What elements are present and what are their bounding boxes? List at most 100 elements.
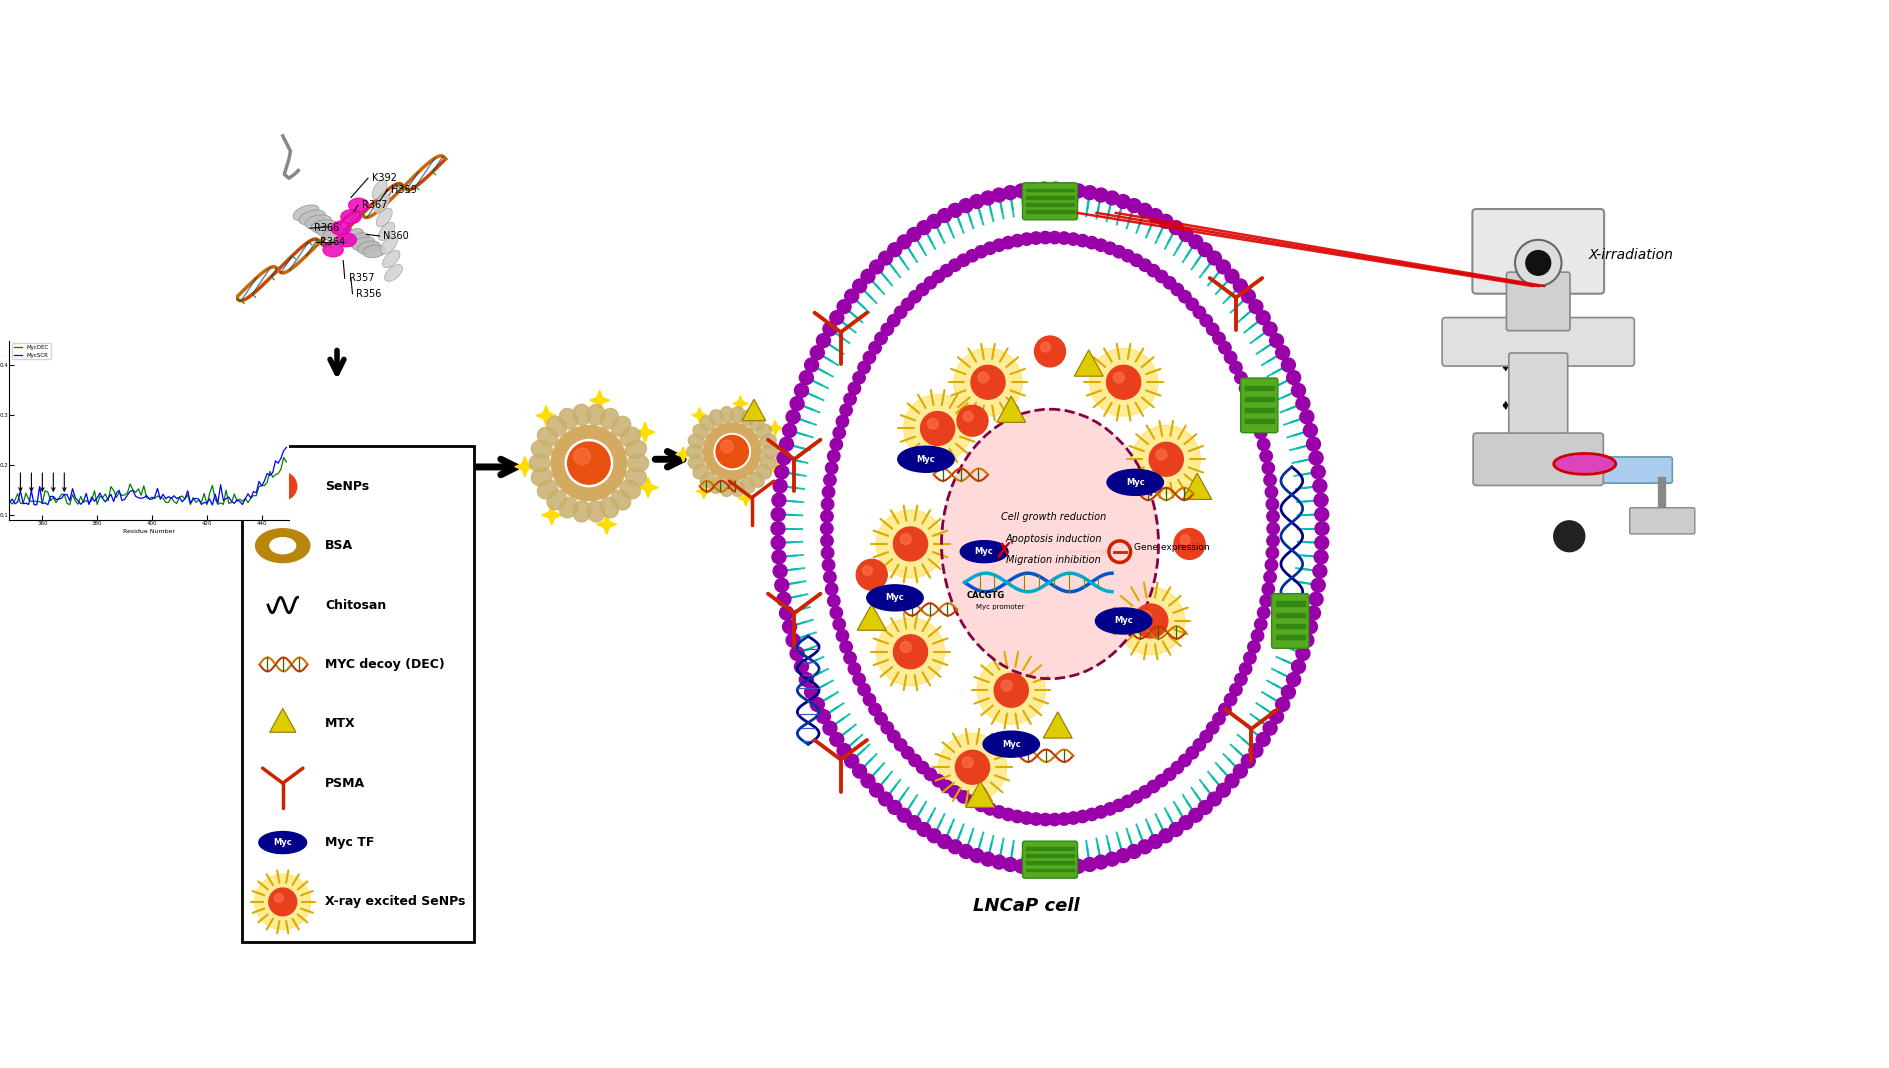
Circle shape [1020,812,1031,824]
Text: CACGTG: CACGTG [965,591,1005,600]
Circle shape [876,511,944,578]
Circle shape [782,619,795,633]
Bar [1275,613,1303,617]
Text: Gene expression: Gene expression [1133,544,1209,552]
Circle shape [786,410,799,424]
Circle shape [822,559,835,571]
Circle shape [863,693,875,706]
MycDEC [240,492,263,505]
Circle shape [1515,240,1560,286]
Circle shape [1311,578,1324,592]
Ellipse shape [587,501,604,522]
Circle shape [1269,709,1283,723]
Circle shape [980,191,994,205]
Circle shape [1179,227,1192,241]
Circle shape [880,324,893,335]
Circle shape [1256,311,1269,325]
Ellipse shape [701,415,714,430]
Circle shape [1060,183,1073,197]
Circle shape [1313,564,1326,578]
Circle shape [1254,618,1266,630]
Text: MTX: MTX [325,718,355,731]
Circle shape [969,849,984,863]
Polygon shape [742,399,765,421]
Text: PSMA: PSMA [325,776,365,789]
Circle shape [992,188,1005,202]
Circle shape [948,786,962,798]
Ellipse shape [731,481,744,497]
Circle shape [1116,849,1130,863]
Circle shape [1290,383,1305,397]
Polygon shape [996,396,1026,422]
Text: R364: R364 [319,237,346,247]
Circle shape [1139,786,1150,798]
Circle shape [1154,774,1167,787]
Circle shape [927,215,941,229]
Circle shape [839,641,852,654]
Circle shape [1313,550,1328,564]
Circle shape [962,757,973,768]
Circle shape [805,686,818,700]
Circle shape [965,796,979,807]
Circle shape [1060,861,1073,875]
Polygon shape [733,396,748,411]
Circle shape [907,816,920,830]
Circle shape [268,472,297,500]
Circle shape [1230,361,1241,374]
Circle shape [1003,186,1016,200]
Circle shape [1315,507,1328,521]
Ellipse shape [714,434,750,470]
Circle shape [958,199,973,213]
Circle shape [893,527,927,561]
Ellipse shape [686,444,703,458]
Ellipse shape [572,501,591,522]
MycDEC [276,456,298,469]
Ellipse shape [336,233,357,247]
Circle shape [1048,861,1062,875]
Ellipse shape [374,194,389,214]
Circle shape [778,437,793,451]
Circle shape [842,393,856,405]
Circle shape [984,803,996,815]
Circle shape [835,415,848,427]
Ellipse shape [357,241,380,254]
Circle shape [852,279,867,293]
Ellipse shape [348,199,368,213]
Circle shape [1116,194,1130,208]
Polygon shape [1043,711,1071,738]
Ellipse shape [731,407,744,423]
Text: Myc: Myc [916,455,935,464]
Ellipse shape [688,435,705,447]
FancyBboxPatch shape [1022,842,1077,878]
Circle shape [771,550,786,564]
Circle shape [1179,290,1190,303]
Text: Myc: Myc [1115,616,1132,626]
Circle shape [903,394,971,462]
Ellipse shape [587,405,604,425]
Circle shape [274,894,283,902]
Circle shape [969,194,984,208]
Bar [1243,408,1273,412]
Circle shape [1260,595,1271,607]
MycDEC [51,488,74,501]
Circle shape [1120,796,1133,807]
Circle shape [848,382,859,394]
Ellipse shape [740,410,754,425]
Circle shape [782,424,795,437]
Circle shape [1296,646,1309,660]
Circle shape [771,507,784,521]
Circle shape [793,660,808,674]
Text: SeNPs: SeNPs [325,480,370,492]
Circle shape [876,618,944,686]
MycDEC [217,497,240,509]
MycSCR [59,494,81,507]
Ellipse shape [529,454,550,472]
FancyBboxPatch shape [1271,594,1309,648]
Circle shape [1205,722,1218,734]
Text: X-irradiation: X-irradiation [1589,248,1672,263]
Ellipse shape [259,832,306,853]
MycSCR [276,441,298,454]
Circle shape [1524,251,1549,276]
Circle shape [1264,486,1277,499]
Circle shape [1071,184,1084,198]
